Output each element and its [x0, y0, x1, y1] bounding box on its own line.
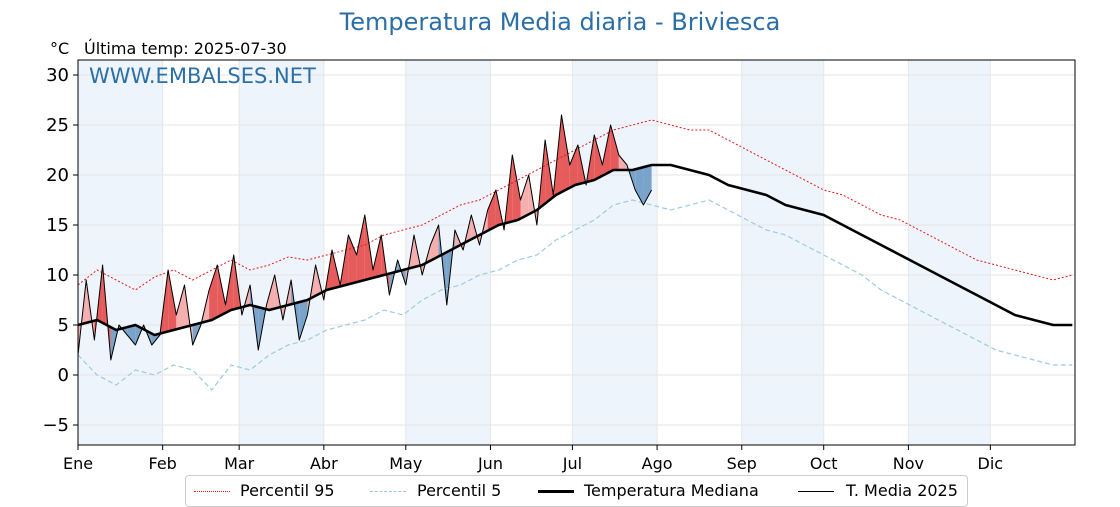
plot-frame — [77, 59, 1076, 446]
x-tick-label-oct: Oct — [810, 454, 838, 473]
x-tick-label-feb: Feb — [149, 454, 177, 473]
x-tick-label-may: May — [389, 454, 422, 473]
anomaly-fills — [78, 115, 652, 360]
watermark: WWW.EMBALSES.NET — [89, 64, 316, 88]
month-band-jul — [572, 60, 658, 445]
unit-label: °C — [50, 39, 70, 58]
month-band-ene — [78, 60, 163, 445]
fill-above-median — [512, 155, 521, 222]
fill-above-median — [217, 265, 226, 318]
y-tick-label: 30 — [46, 65, 69, 86]
legend-current-swatch — [798, 491, 834, 492]
grid-lines — [77, 60, 1075, 445]
x-tick-label-jun: Jun — [477, 454, 503, 473]
series-current-line — [77, 114, 653, 361]
series-p5-line — [77, 199, 1073, 391]
legend-p5-label: Percentil 5 — [417, 481, 502, 500]
month-band-nov — [908, 60, 991, 445]
fill-above-median — [569, 145, 578, 188]
legend-median-swatch — [538, 490, 574, 493]
x-tick-label-sep: Sep — [727, 454, 757, 473]
fill-above-median — [356, 215, 365, 283]
fill-above-median — [594, 135, 603, 180]
legend-current-label: T. Media 2025 — [846, 481, 958, 500]
y-tick-label: 20 — [46, 165, 69, 186]
month-band-mar — [239, 60, 324, 445]
legend-p5-swatch — [370, 491, 406, 492]
fill-below-median — [635, 167, 644, 205]
x-tick-label-nov: Nov — [893, 454, 924, 473]
fill-above-median — [487, 190, 496, 231]
x-tick-label-mar: Mar — [224, 454, 255, 473]
fill-above-median — [348, 235, 357, 285]
fill-below-median — [299, 300, 308, 340]
month-bands — [78, 60, 991, 445]
y-tick-label: 0 — [58, 365, 69, 386]
last-temp-label: Última temp: 2025-07-30 — [84, 39, 287, 58]
y-tick-label: 15 — [46, 215, 69, 236]
fill-above-median — [610, 125, 619, 172]
legend-median-label: Temperatura Mediana — [584, 481, 759, 500]
fill-above-median — [209, 265, 218, 321]
x-tick-label-ene: Ene — [63, 454, 93, 473]
y-tick-label: 10 — [46, 265, 69, 286]
fill-above-median — [430, 225, 439, 261]
x-tick-label-dic: Dic — [978, 454, 1004, 473]
fill-above-median — [561, 115, 570, 193]
fill-above-median — [618, 155, 628, 170]
y-axis: −5 0 5 10 15 20 25 30 — [42, 65, 78, 436]
fill-above-median — [602, 125, 611, 176]
y-tick-label: 5 — [58, 315, 69, 336]
x-axis: Ene Feb Mar Abr May Jun Jul Ago Sep Oct Nov Dic — [63, 445, 1003, 473]
series-p95-line — [77, 119, 1073, 291]
x-tick-label-ago: Ago — [642, 454, 673, 473]
fill-above-median — [176, 285, 185, 330]
chart-title: Temperatura Media diaria - Briviesca — [339, 8, 781, 36]
legend-p95-label: Percentil 95 — [240, 481, 335, 500]
fill-below-median — [643, 165, 652, 205]
y-tick-label: 25 — [46, 115, 69, 136]
legend-p95-swatch — [194, 491, 230, 492]
x-tick-label-abr: Abr — [310, 454, 338, 473]
x-tick-label-jul: Jul — [562, 454, 582, 473]
series-lines — [77, 114, 1073, 391]
legend: Percentil 95 Percentil 5 Temperatura Med… — [185, 475, 968, 507]
fill-below-median — [127, 325, 136, 345]
fill-above-median — [520, 175, 529, 219]
month-band-sep — [741, 60, 824, 445]
y-tick-label: −5 — [42, 415, 69, 436]
fill-above-median — [168, 270, 177, 332]
